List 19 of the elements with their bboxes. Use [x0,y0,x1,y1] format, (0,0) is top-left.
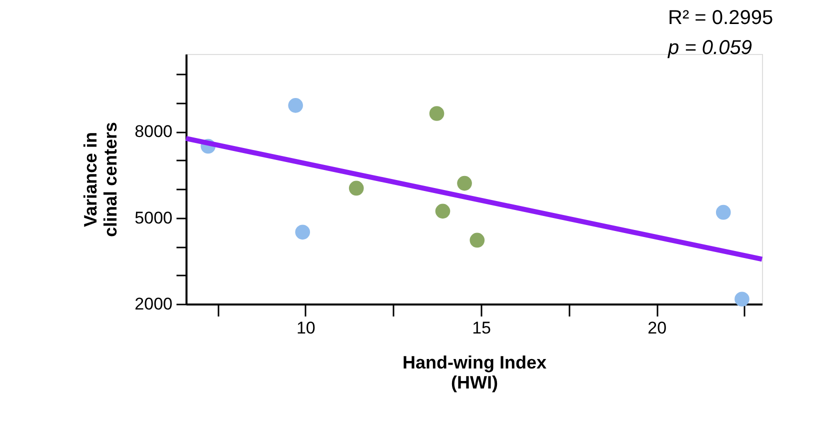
point [734,292,750,307]
y-tick-label: 8000 [134,122,172,142]
point [348,180,364,196]
point [295,224,310,240]
point [457,176,472,191]
y-tick-label: 5000 [134,208,172,228]
y-axis-title: Variance in clinal centers [80,122,121,238]
point [429,106,444,121]
annotation: p = 0.059 [667,37,752,59]
text: R² = 0.2995 [668,7,774,29]
x-axis-title: Hand-wing Index (HWI) [402,352,546,392]
x-tick-label: 20 [648,318,667,338]
point [435,204,450,219]
point [288,98,303,113]
y-tick-label: 2000 [134,294,172,314]
x-tick-label: 10 [296,318,316,338]
point [716,204,731,220]
point [470,232,485,248]
x-tick-label: 15 [472,318,491,338]
